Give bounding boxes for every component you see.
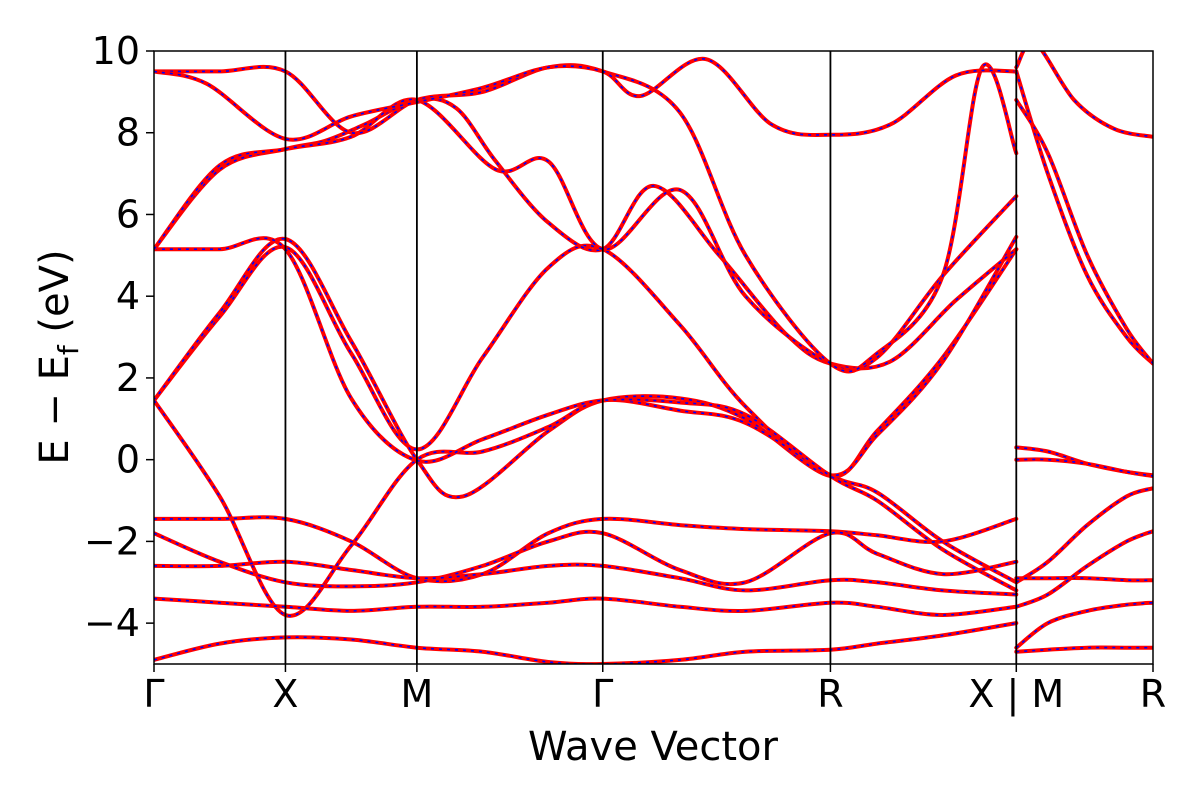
band-dash-2 xyxy=(154,236,1017,499)
band-line-14 xyxy=(1014,69,1153,366)
band-line-23 xyxy=(1014,645,1153,654)
x-axis-ticks: Γ X M Γ R X | M R xyxy=(143,664,1166,717)
y-tick-label-5: 6 xyxy=(116,192,140,236)
x-tick-label-1: X xyxy=(272,672,298,716)
y-axis-label-unit: (eV) xyxy=(32,249,78,345)
band-line-16 xyxy=(1014,51,1153,139)
plot-frame xyxy=(153,50,1154,665)
y-axis-ticks: −4 −2 0 2 4 6 8 10 xyxy=(84,29,154,645)
y-tick-label-2: 0 xyxy=(116,438,140,482)
band-dash-19 xyxy=(1015,487,1153,583)
band-line-11 xyxy=(154,559,1019,597)
band-line-10 xyxy=(154,529,1019,589)
band-dash-12 xyxy=(154,597,1017,616)
band-line-20 xyxy=(1014,576,1153,583)
band-dash-5 xyxy=(154,97,1017,370)
band-line-18 xyxy=(1014,457,1153,478)
band-line-13 xyxy=(154,621,1019,664)
band-dash-15 xyxy=(1015,99,1153,365)
x-tick-label-0: Γ xyxy=(143,672,164,716)
band-lines xyxy=(154,51,1153,664)
band-dash-16 xyxy=(1015,51,1153,138)
band-dash-22 xyxy=(1015,601,1153,649)
band-dash-9 xyxy=(154,516,1017,583)
x-tick-label-6: R xyxy=(1140,672,1166,716)
x-tick-label-3: Γ xyxy=(592,672,613,716)
x-tick-label-4: R xyxy=(817,672,843,716)
y-tick-label-0: −4 xyxy=(84,601,140,645)
band-dash-11 xyxy=(154,560,1017,596)
y-tick-label-4: 4 xyxy=(116,274,140,318)
band-dash-6 xyxy=(154,98,1017,371)
y-tick-label-3: 2 xyxy=(116,356,140,400)
y-axis-label-main: E − E xyxy=(32,355,78,465)
band-line-9 xyxy=(154,515,1019,584)
band-dash-18 xyxy=(1016,458,1153,477)
y-tick-label-7: 10 xyxy=(92,29,140,73)
band-line-22 xyxy=(1014,600,1153,650)
y-axis-label-subscript: f xyxy=(52,344,85,355)
x-axis-label: Wave Vector xyxy=(528,724,779,770)
kpoint-divider-lines xyxy=(284,51,1018,664)
band-dash-4 xyxy=(154,237,1017,592)
band-dash-7 xyxy=(154,63,1018,373)
y-tick-label-1: −2 xyxy=(84,519,140,563)
band-line-1 xyxy=(154,243,1019,479)
band-dash-21 xyxy=(1016,530,1153,608)
band-line-7 xyxy=(154,62,1019,374)
x-tick-label-5: X | M xyxy=(968,672,1064,717)
band-dash-14 xyxy=(1015,71,1153,365)
x-tick-label-2: M xyxy=(400,672,433,716)
band-line-3 xyxy=(154,397,1019,618)
y-axis-label: E − Ef (eV) xyxy=(32,249,85,464)
band-line-2 xyxy=(154,234,1019,500)
y-tick-label-6: 8 xyxy=(116,111,140,155)
